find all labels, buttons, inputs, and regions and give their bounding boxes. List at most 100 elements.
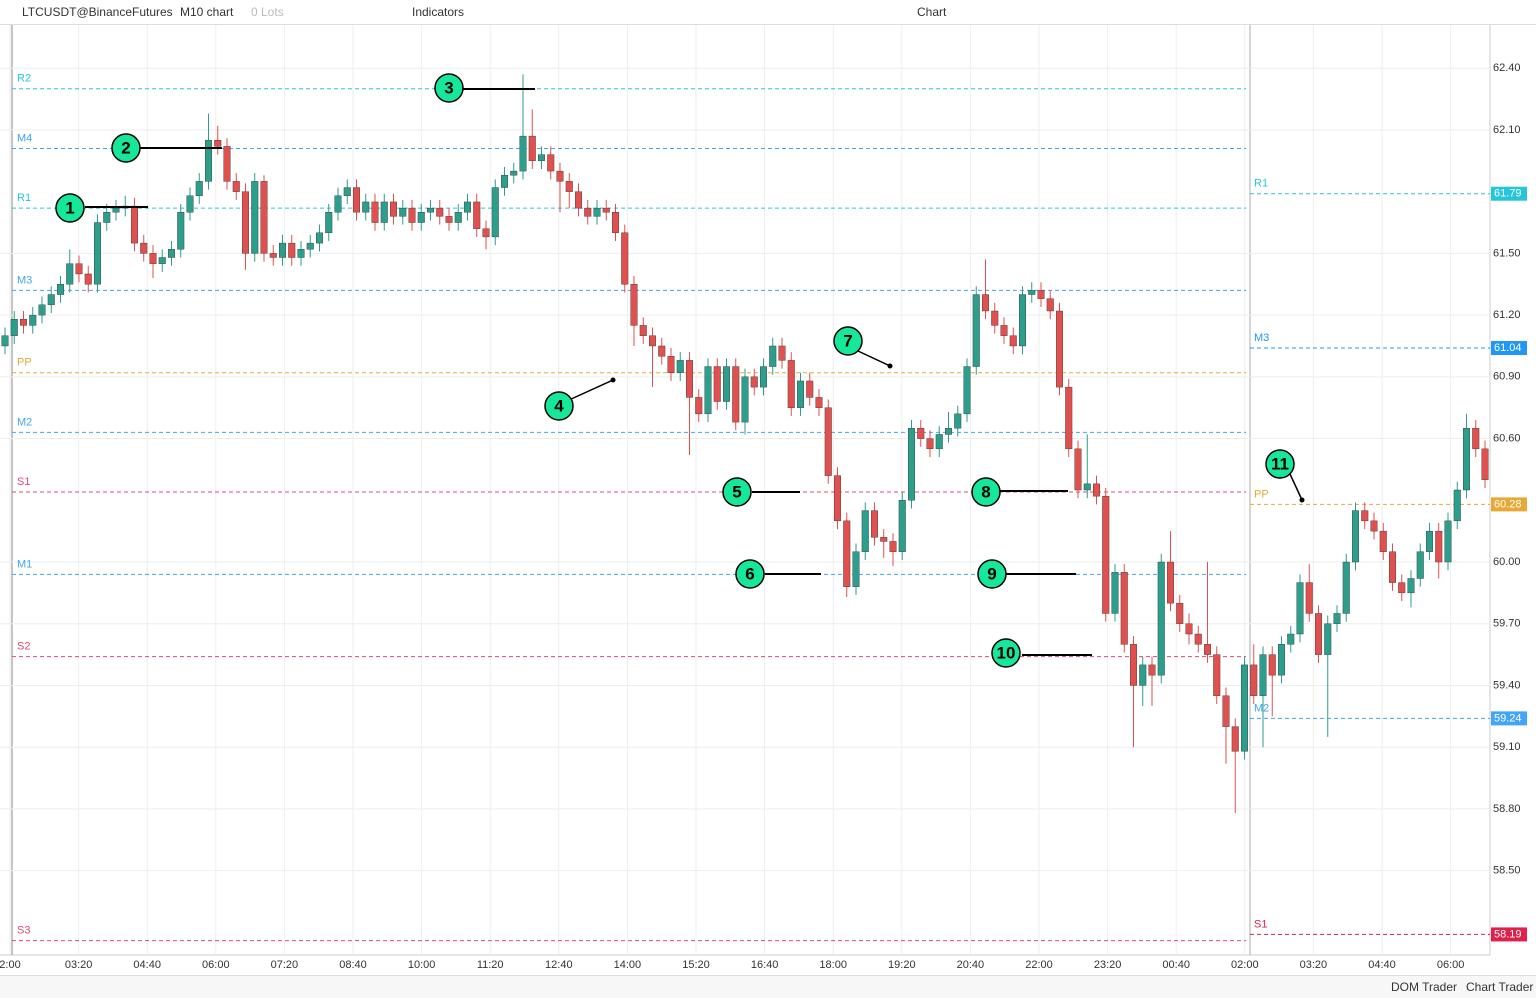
chart: 62.40 62.10 61.50 61.20 60.90 60.60 60.00 59.70… bbox=[0, 25, 1527, 971]
annotation-badge bbox=[991, 638, 1021, 668]
candle-body bbox=[1083, 483, 1091, 491]
candle-body bbox=[945, 428, 953, 435]
arrow-head bbox=[1299, 497, 1305, 503]
x-tick-label: 03:20 bbox=[65, 959, 93, 971]
candle-body bbox=[1019, 294, 1027, 347]
candle-body bbox=[1028, 290, 1036, 295]
x-tick-label: 16:40 bbox=[751, 959, 779, 971]
candle-body bbox=[815, 397, 823, 408]
candle-body bbox=[57, 284, 65, 295]
x-tick-label: 11:20 bbox=[477, 959, 504, 971]
candle-body bbox=[1, 335, 9, 347]
indicators[interactable]: Indicators bbox=[412, 5, 465, 19]
x-tick-label: 18:00 bbox=[819, 959, 847, 971]
x-tick-label: 19:20 bbox=[888, 959, 916, 971]
pivot-label: PP bbox=[1254, 488, 1269, 500]
candle-body bbox=[547, 154, 555, 172]
candle-body bbox=[47, 294, 55, 306]
price-tag bbox=[1491, 497, 1527, 512]
lots[interactable]: 0 Lots bbox=[251, 5, 284, 19]
candle-body bbox=[1351, 510, 1359, 563]
candle-body bbox=[1129, 644, 1137, 686]
candle-body bbox=[260, 181, 268, 254]
x-tick-label: 23:20 bbox=[1094, 959, 1122, 971]
candle-body bbox=[750, 376, 758, 388]
window-title: Chart bbox=[917, 5, 947, 19]
annotation-label: 5 bbox=[732, 482, 741, 501]
annotation-badge bbox=[977, 559, 1007, 589]
x-tick-label: 00:40 bbox=[1162, 959, 1190, 971]
chart-trader[interactable]: Chart Trader bbox=[1466, 980, 1534, 994]
candle-body bbox=[704, 366, 712, 415]
candle-body bbox=[575, 191, 583, 209]
price-tag-label: 61.79 bbox=[1494, 188, 1522, 200]
candle-body bbox=[1416, 551, 1424, 579]
price-tag-label: 59.24 bbox=[1494, 712, 1522, 724]
candle-body bbox=[1037, 290, 1045, 299]
candle-body bbox=[93, 222, 101, 285]
candle-body bbox=[621, 232, 629, 285]
timeframe[interactable]: M10 chart bbox=[180, 5, 234, 19]
annotation-badge bbox=[544, 391, 574, 421]
candle-body bbox=[269, 253, 277, 258]
candle-body bbox=[917, 428, 925, 439]
y-tick-label: 62.40 bbox=[1493, 62, 1521, 74]
symbol[interactable]: LTCUSDT@BinanceFutures bbox=[22, 5, 173, 19]
candle-body bbox=[103, 212, 111, 223]
annotation-label: 6 bbox=[745, 564, 754, 583]
candle-body bbox=[1250, 664, 1258, 696]
annotation-badge bbox=[1265, 449, 1295, 479]
pivot-label: PP bbox=[17, 357, 32, 369]
candle-body bbox=[686, 360, 694, 398]
annotation-badge bbox=[111, 133, 141, 163]
x-tick-label: 12:40 bbox=[545, 959, 573, 971]
x-tick-label: 06:00 bbox=[1437, 959, 1465, 971]
candle-body bbox=[195, 181, 203, 196]
y-tick-label: 60.60 bbox=[1493, 432, 1521, 444]
candle-body bbox=[1213, 654, 1221, 696]
candle-body bbox=[1305, 582, 1313, 614]
annotation-label: 11 bbox=[1271, 454, 1289, 473]
annotation-badge bbox=[833, 326, 863, 356]
candle-body bbox=[1203, 644, 1211, 655]
candle-body bbox=[1379, 530, 1387, 552]
candle-body bbox=[834, 475, 842, 522]
candle-body bbox=[1481, 448, 1489, 480]
annotation-label: 4 bbox=[554, 396, 564, 415]
candle-body bbox=[852, 551, 860, 587]
candle-body bbox=[1065, 386, 1073, 450]
candle-body bbox=[380, 201, 388, 223]
x-tick-label: 20:40 bbox=[957, 959, 985, 971]
x-tick-label: 04:40 bbox=[1368, 959, 1396, 971]
dom-trader[interactable]: DOM Trader bbox=[1391, 980, 1458, 994]
y-tick-label: 62.10 bbox=[1493, 124, 1521, 136]
candle-body bbox=[556, 170, 564, 182]
candle-body bbox=[408, 207, 416, 223]
price-tag bbox=[1491, 341, 1527, 356]
candle-body bbox=[66, 263, 74, 285]
x-tick-label: 22:00 bbox=[1025, 959, 1053, 971]
candle-body bbox=[297, 249, 305, 258]
candle-body bbox=[464, 201, 472, 213]
candle-body bbox=[417, 212, 425, 223]
candle-body bbox=[760, 366, 768, 388]
candle-body bbox=[38, 304, 46, 316]
pivot-label: S1 bbox=[17, 476, 30, 488]
candle-body bbox=[84, 273, 92, 285]
candle-body bbox=[658, 345, 666, 357]
candle-body bbox=[214, 140, 222, 147]
pivot-label: R1 bbox=[1254, 178, 1268, 190]
candle-body bbox=[140, 242, 148, 254]
candle-body bbox=[519, 135, 527, 172]
y-tick-label: 59.40 bbox=[1493, 679, 1521, 691]
annotation-badge bbox=[434, 73, 464, 103]
candle-body bbox=[1166, 561, 1174, 604]
candle-body bbox=[769, 345, 777, 367]
candle-body bbox=[1462, 428, 1470, 491]
candle-body bbox=[1009, 335, 1017, 347]
candle-body bbox=[473, 201, 481, 229]
candle-body bbox=[1111, 572, 1119, 614]
candle-body bbox=[1000, 325, 1008, 336]
candle-body bbox=[1268, 654, 1276, 676]
